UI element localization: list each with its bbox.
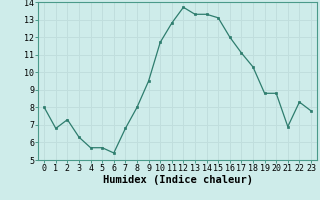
X-axis label: Humidex (Indice chaleur): Humidex (Indice chaleur): [103, 175, 252, 185]
